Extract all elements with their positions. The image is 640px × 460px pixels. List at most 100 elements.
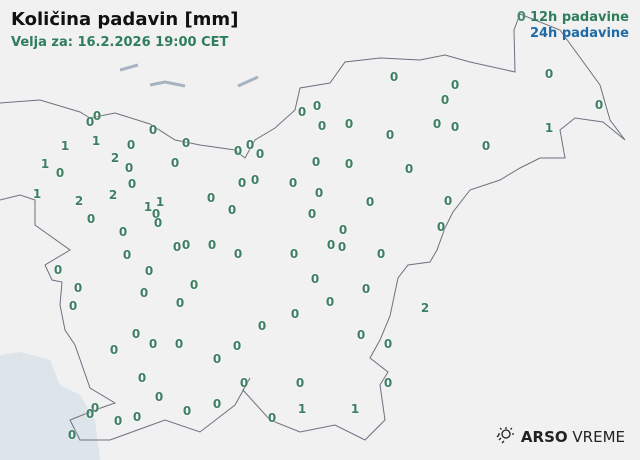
station-value: 0: [175, 296, 185, 310]
station-value: 1: [350, 402, 360, 416]
station-value: 1: [544, 121, 554, 135]
station-value: 1: [60, 139, 70, 153]
station-value: 0: [124, 161, 134, 175]
brand-logo: ARSO VREME: [495, 426, 625, 448]
station-value: 0: [290, 307, 300, 321]
station-value: 0: [181, 136, 191, 150]
station-value: 0: [131, 327, 141, 341]
station-value: 0: [440, 93, 450, 107]
station-value: 0: [255, 147, 265, 161]
station-value: 0: [73, 281, 83, 295]
station-value: 0: [55, 166, 65, 180]
station-value: 0: [113, 414, 123, 428]
station-value: 0: [365, 195, 375, 209]
station-value: 0: [172, 240, 182, 254]
station-value: 0: [404, 162, 414, 176]
station-value: 1: [40, 157, 50, 171]
lake: [149, 80, 186, 88]
station-value: 0: [245, 138, 255, 152]
station-value: 0: [297, 105, 307, 119]
lake: [237, 75, 259, 88]
station-value: 2: [108, 188, 118, 202]
station-value: 0: [109, 343, 119, 357]
station-value: 0: [67, 428, 77, 442]
station-value: 0: [86, 212, 96, 226]
station-value: 0: [212, 397, 222, 411]
brand-vreme: VREME: [572, 428, 625, 446]
station-value: 2: [110, 151, 120, 165]
station-value: 0: [85, 407, 95, 421]
station-value: 0: [139, 286, 149, 300]
station-value: 0: [232, 339, 242, 353]
station-value: 0: [594, 98, 604, 112]
station-value: 0: [132, 410, 142, 424]
station-value: 0: [212, 352, 222, 366]
station-value: 0: [295, 376, 305, 390]
station-value: 1: [91, 134, 101, 148]
station-value: 0: [337, 240, 347, 254]
station-value: 0: [239, 376, 249, 390]
sun-rain-icon: [495, 426, 515, 448]
station-value: 0: [257, 319, 267, 333]
station-value: 0: [233, 144, 243, 158]
station-value: 1: [143, 200, 153, 214]
legend-24h: 24h padavine: [529, 26, 629, 41]
station-value: 0: [314, 186, 324, 200]
valid-time: Velja za: 16.2.2026 19:00 CET: [11, 35, 229, 50]
station-value: 0: [325, 295, 335, 309]
station-value: 0: [383, 337, 393, 351]
station-value: 0: [267, 411, 277, 425]
station-value: 0: [174, 337, 184, 351]
station-value: 0: [481, 139, 491, 153]
station-value: 2: [420, 301, 430, 315]
station-value: 0: [227, 203, 237, 217]
station-value: 0: [126, 138, 136, 152]
station-value: 2: [74, 194, 84, 208]
station-value: 0: [68, 299, 78, 313]
station-value: 0: [436, 220, 446, 234]
station-value: 0: [310, 272, 320, 286]
station-value: 0: [250, 173, 260, 187]
station-value: 0: [90, 401, 100, 415]
station-value: 0: [153, 216, 163, 230]
station-value: 0: [181, 238, 191, 252]
station-value: 0: [182, 404, 192, 418]
station-value: 0: [450, 120, 460, 134]
station-value: 0: [385, 128, 395, 142]
station-value: 0: [85, 115, 95, 129]
station-value: 0: [544, 67, 554, 81]
station-value: 0: [450, 78, 460, 92]
station-value: 0: [356, 328, 366, 342]
lake: [119, 63, 139, 72]
station-value: 0: [137, 371, 147, 385]
station-value: 0: [206, 191, 216, 205]
station-value: 0: [144, 264, 154, 278]
station-value: 0: [53, 263, 63, 277]
station-value: 0: [237, 176, 247, 190]
station-value: 0: [92, 109, 102, 123]
station-value: 0: [148, 337, 158, 351]
station-value: 0: [122, 248, 132, 262]
station-value: 0: [289, 247, 299, 261]
station-value: 0: [326, 238, 336, 252]
station-value: 0: [317, 119, 327, 133]
station-value: 0: [154, 390, 164, 404]
map-title: Količina padavin [mm]: [11, 9, 239, 30]
station-value: 0: [338, 223, 348, 237]
station-value: 0: [376, 247, 386, 261]
station-value: 0: [207, 238, 217, 252]
legend: 0 12h padavine 24h padavine: [517, 10, 629, 42]
station-value: 0: [383, 376, 393, 390]
station-value: 0: [288, 176, 298, 190]
slovenia-border: [0, 13, 626, 441]
station-value: 0: [344, 117, 354, 131]
station-value: 0: [170, 156, 180, 170]
station-value: 0: [189, 278, 199, 292]
station-value: 0: [233, 247, 243, 261]
station-value: 1: [32, 187, 42, 201]
station-value: 0: [312, 99, 322, 113]
station-value: 1: [297, 402, 307, 416]
station-value: 0: [311, 155, 321, 169]
station-value: 0: [307, 207, 317, 221]
